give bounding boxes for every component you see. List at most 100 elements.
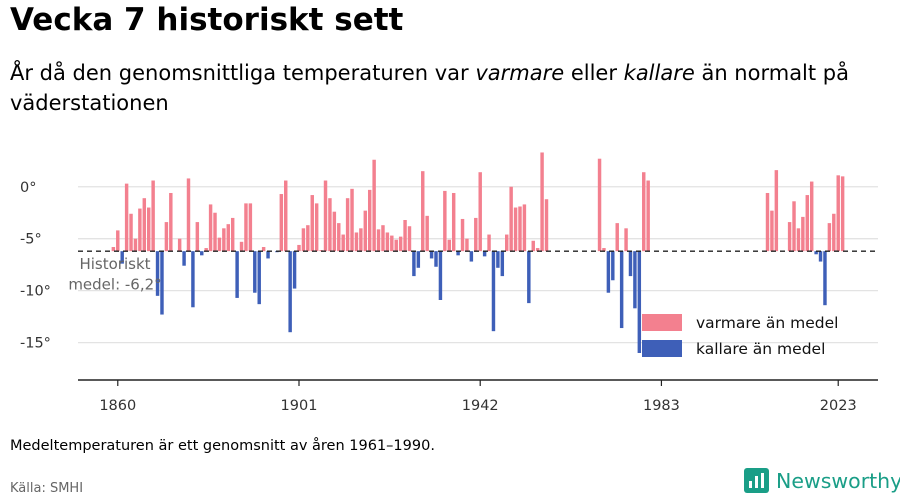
bar-warm <box>186 178 191 252</box>
bar-cold <box>628 251 633 277</box>
bar-warm <box>310 195 314 252</box>
bar-cold <box>429 251 434 259</box>
bar-cold <box>438 251 443 300</box>
baseline-label-line1: Historiskt <box>79 255 150 273</box>
bar-warm <box>509 186 513 252</box>
bar-warm <box>465 238 469 252</box>
bar-cold <box>257 251 261 305</box>
source-credit: Källa: SMHI <box>10 481 84 496</box>
bar-cold <box>606 251 611 293</box>
bar-warm <box>372 159 376 252</box>
bar-warm <box>248 203 253 252</box>
x-tick-label: 2023 <box>820 398 857 414</box>
bar-warm <box>133 238 138 252</box>
baseline-label-line2: medel: -6,2° <box>68 276 161 294</box>
bar-warm <box>531 240 535 252</box>
bar-warm <box>787 222 792 252</box>
brand-name: Newsworthy <box>776 468 900 493</box>
bar-warm <box>805 195 810 252</box>
bar-cold <box>200 251 204 256</box>
bar-cold <box>412 251 416 277</box>
bar-warm <box>801 216 805 252</box>
bar-cold <box>527 251 531 304</box>
bar-warm <box>403 220 407 252</box>
bar-warm <box>341 234 345 252</box>
bar-warm <box>367 189 372 252</box>
newsworthy-logo-icon <box>744 468 769 493</box>
bar-cold <box>823 251 827 306</box>
bar-warm <box>544 199 549 252</box>
legend-label-warm: varmare än medel <box>696 314 838 332</box>
bar-cold <box>637 251 642 353</box>
bar-warm <box>169 192 173 252</box>
bar-cold <box>496 251 500 268</box>
bar-warm <box>359 228 363 252</box>
bar-warm <box>345 198 350 252</box>
bar-cold <box>611 251 615 281</box>
bar-warm <box>535 248 540 252</box>
bar-warm <box>407 226 412 252</box>
subtitle-part1: År då den genomsnittliga temperaturen va… <box>10 61 476 85</box>
bar-cold <box>182 251 186 266</box>
bar-warm <box>129 213 133 252</box>
bar-cold <box>818 251 823 262</box>
bar-warm <box>142 198 147 252</box>
bar-warm <box>138 208 142 252</box>
bar-warm <box>297 244 301 252</box>
bar-warm <box>124 183 129 252</box>
bar-warm <box>208 204 213 252</box>
bar-cold <box>288 251 292 333</box>
bar-cold <box>469 251 474 262</box>
subtitle-part3: än normalt på väderstationen <box>10 61 849 115</box>
bar-cold <box>253 251 257 293</box>
bar-warm <box>195 222 200 252</box>
x-tick-label: 1942 <box>462 398 499 414</box>
bar-cold <box>482 251 487 257</box>
bar-warm <box>443 190 447 252</box>
bar-warm <box>615 223 619 252</box>
bar-warm <box>809 181 814 252</box>
bar-warm <box>177 238 182 252</box>
bar-warm <box>398 236 403 252</box>
page-subtitle: År då den genomsnittliga temperaturen va… <box>10 58 870 118</box>
bar-warm <box>840 176 845 252</box>
bar-warm <box>354 232 359 252</box>
legend-swatch-warm <box>642 314 682 331</box>
legend-swatch-cold <box>642 340 682 357</box>
bar-warm <box>284 180 288 252</box>
bar-cold <box>160 251 164 315</box>
bar-warm <box>323 180 328 252</box>
bar-warm <box>597 158 602 252</box>
bar-warm <box>624 228 628 252</box>
bar-warm <box>774 170 779 252</box>
bar-warm <box>487 234 491 252</box>
bar-warm <box>151 180 155 252</box>
bar-warm <box>447 239 451 252</box>
bar-warm <box>642 172 646 252</box>
bar-warm <box>474 217 478 252</box>
bar-cold <box>500 251 505 277</box>
subtitle-part2: eller <box>564 61 624 85</box>
bar-warm <box>363 210 368 252</box>
bar-warm <box>376 229 381 252</box>
bar-warm <box>204 248 208 252</box>
bar-warm <box>111 247 116 252</box>
bar-warm <box>337 223 341 252</box>
bar-warm <box>350 188 354 252</box>
bar-warm <box>836 175 840 252</box>
bar-warm <box>646 180 650 252</box>
bar-warm <box>827 223 832 252</box>
bar-warm <box>602 248 606 252</box>
bar-warm <box>116 230 120 252</box>
bar-warm <box>230 217 235 252</box>
bar-warm <box>522 204 527 252</box>
bar-warm <box>460 218 465 252</box>
bar-cold <box>416 251 421 268</box>
bar-warm <box>244 203 248 252</box>
bar-warm <box>518 206 522 252</box>
bar-warm <box>332 211 337 252</box>
bar-warm <box>213 212 217 252</box>
bar-cold <box>191 251 195 308</box>
bar-warm <box>792 201 796 252</box>
bar-cold <box>155 251 160 296</box>
